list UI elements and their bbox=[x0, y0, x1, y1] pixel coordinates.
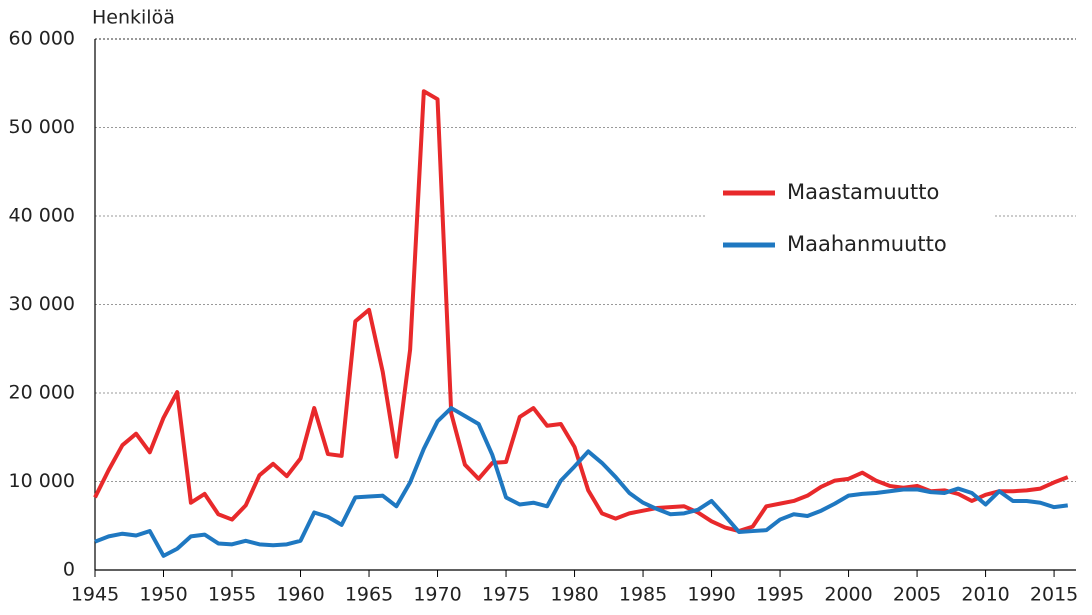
y-tick-label: 10 000 bbox=[9, 470, 75, 492]
series-line bbox=[94, 406, 1069, 558]
x-tick-label: 1945 bbox=[71, 584, 119, 606]
y-tick-label: 40 000 bbox=[9, 205, 75, 227]
x-tick-label: 1970 bbox=[413, 584, 461, 606]
series-line bbox=[93, 89, 1069, 534]
x-tick-label: 1960 bbox=[276, 584, 324, 606]
x-tick-label: 1950 bbox=[139, 584, 187, 606]
y-axis-label: Henkilöä bbox=[92, 7, 175, 29]
x-tick-label: 1985 bbox=[619, 584, 667, 606]
x-tick-label: 2015 bbox=[1030, 584, 1078, 606]
legend-box bbox=[705, 165, 995, 270]
y-tick-label: 0 bbox=[63, 559, 75, 581]
x-tick-label: 2000 bbox=[824, 584, 872, 606]
x-tick-label: 2010 bbox=[961, 584, 1009, 606]
x-tick-label: 1955 bbox=[208, 584, 256, 606]
legend-label: Maastamuutto bbox=[787, 180, 939, 204]
y-tick-label: 60 000 bbox=[9, 28, 75, 50]
y-tick-label: 20 000 bbox=[9, 382, 75, 404]
y-tick-label: 50 000 bbox=[9, 116, 75, 138]
x-tick-label: 1975 bbox=[482, 584, 530, 606]
x-tick-label: 1990 bbox=[687, 584, 735, 606]
x-tick-label: 1995 bbox=[756, 584, 804, 606]
x-tick-label: 1980 bbox=[550, 584, 598, 606]
y-tick-label: 30 000 bbox=[9, 293, 75, 315]
x-tick-label: 2005 bbox=[893, 584, 941, 606]
legend-label: Maahanmuutto bbox=[787, 232, 947, 256]
x-tick-label: 1965 bbox=[345, 584, 393, 606]
